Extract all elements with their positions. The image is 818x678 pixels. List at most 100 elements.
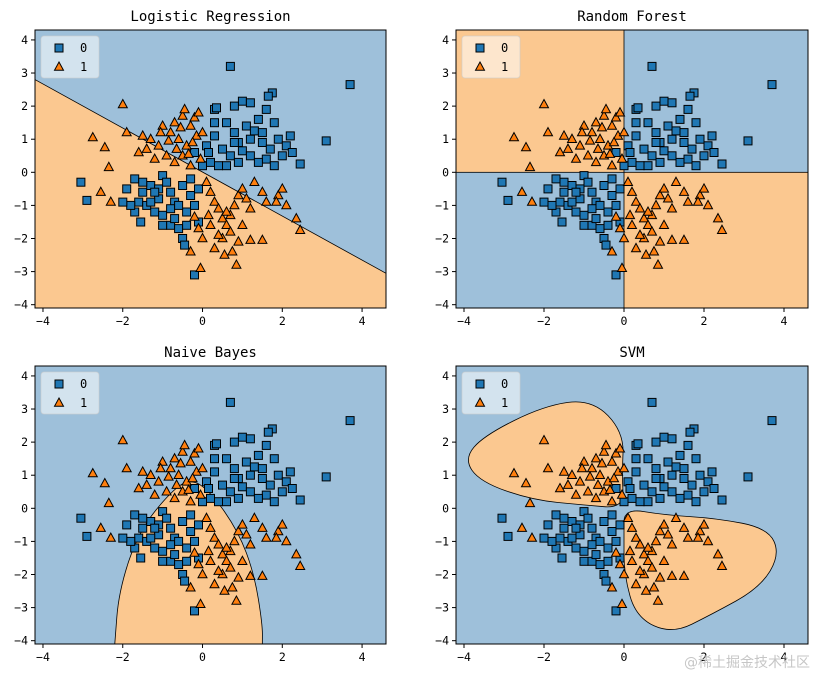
legend-label: 1 xyxy=(80,60,87,74)
point-class1 xyxy=(594,133,606,143)
point-class0 xyxy=(591,550,601,560)
point-class0 xyxy=(659,146,669,156)
point-class0 xyxy=(150,207,160,217)
point-class1 xyxy=(608,472,620,483)
point-class0 xyxy=(210,467,219,477)
axes-frame xyxy=(34,29,387,309)
point-class1 xyxy=(670,512,682,522)
point-class0 xyxy=(643,454,653,464)
legend-label: 0 xyxy=(501,41,508,55)
point-class1 xyxy=(616,153,628,163)
point-class1 xyxy=(183,484,194,494)
point-class1 xyxy=(650,199,662,210)
point-class0 xyxy=(683,440,693,450)
point-class1 xyxy=(650,535,662,546)
y-tick-label: 3 xyxy=(21,66,28,80)
point-class1 xyxy=(614,442,626,453)
point-class1 xyxy=(169,116,180,127)
point-class0 xyxy=(683,490,693,500)
y-tick-label: 2 xyxy=(21,435,28,449)
point-class0 xyxy=(611,606,621,616)
point-class0 xyxy=(214,497,223,507)
point-class1 xyxy=(221,219,232,229)
point-class1 xyxy=(290,548,302,559)
point-class1 xyxy=(161,149,172,160)
point-class1 xyxy=(692,532,704,542)
point-class0 xyxy=(603,207,613,217)
point-class0 xyxy=(225,151,235,161)
point-class0 xyxy=(225,397,235,407)
point-class1 xyxy=(197,232,208,243)
point-class0 xyxy=(174,536,184,546)
point-class0 xyxy=(659,432,669,442)
point-class0 xyxy=(182,556,192,566)
point-class1 xyxy=(598,109,610,120)
point-class0 xyxy=(136,553,146,563)
point-class1 xyxy=(634,565,646,575)
y-tick-label: 3 xyxy=(21,402,28,416)
point-class0 xyxy=(241,457,251,467)
point-class0 xyxy=(583,513,593,523)
point-class1 xyxy=(618,232,630,243)
y-tick-label: 4 xyxy=(21,33,28,47)
point-class0 xyxy=(647,487,657,497)
point-class0 xyxy=(611,536,621,546)
point-class0 xyxy=(607,527,617,536)
point-class1 xyxy=(618,462,630,473)
point-class1 xyxy=(193,442,204,453)
y-tick-label: 1 xyxy=(442,132,449,146)
point-class0 xyxy=(671,462,681,472)
point-class0 xyxy=(579,210,589,220)
point-class1 xyxy=(566,133,578,143)
point-class1 xyxy=(702,535,714,546)
subplot-title: SVM xyxy=(619,345,644,361)
x-tick-label: 2 xyxy=(279,314,286,328)
point-class0 xyxy=(691,497,701,507)
point-class0 xyxy=(257,138,267,147)
point-class0 xyxy=(651,464,661,474)
point-class1 xyxy=(616,262,628,272)
point-class0 xyxy=(685,91,695,101)
y-tick-label: −3 xyxy=(435,601,449,615)
point-class1 xyxy=(141,143,153,153)
y-tick-label: −2 xyxy=(435,568,449,582)
point-class0 xyxy=(503,195,513,205)
point-class1 xyxy=(137,465,149,476)
point-class1 xyxy=(658,182,670,193)
point-class0 xyxy=(579,546,589,556)
y-tick-label: −3 xyxy=(14,601,28,615)
point-class0 xyxy=(229,437,239,447)
point-class0 xyxy=(595,200,605,210)
point-class0 xyxy=(633,439,643,449)
point-class1 xyxy=(189,210,200,221)
legend-marker-square xyxy=(475,43,485,53)
subplot-3: −4 −2 0 2 4 −4 −3 −2 −1 0 1 2 3 4 Naive Bayes 0 1 xyxy=(14,345,387,664)
point-class1 xyxy=(231,594,242,605)
point-class0 xyxy=(631,118,641,128)
point-class0 xyxy=(611,270,621,280)
point-class0 xyxy=(663,457,673,467)
point-class1 xyxy=(221,555,232,565)
legend-label: 1 xyxy=(501,396,508,410)
point-class0 xyxy=(709,484,719,493)
point-class0 xyxy=(571,187,581,197)
legend-marker-triangle xyxy=(53,396,65,407)
point-class1 xyxy=(616,598,628,608)
point-class0 xyxy=(210,454,219,464)
point-class0 xyxy=(601,576,611,586)
y-tick-label: 3 xyxy=(442,66,449,80)
point-class1 xyxy=(103,161,115,172)
point-class1 xyxy=(630,578,642,589)
point-class1 xyxy=(205,219,216,229)
point-class1 xyxy=(213,538,224,549)
point-class1 xyxy=(161,485,172,496)
point-class1 xyxy=(155,462,166,473)
point-class0 xyxy=(174,560,184,570)
point-class0 xyxy=(695,470,705,480)
point-class1 xyxy=(662,528,674,539)
point-class1 xyxy=(245,538,256,549)
point-class1 xyxy=(584,134,596,145)
point-class1 xyxy=(610,447,622,458)
point-class1 xyxy=(290,212,302,223)
x-tick-label: −2 xyxy=(537,650,551,664)
